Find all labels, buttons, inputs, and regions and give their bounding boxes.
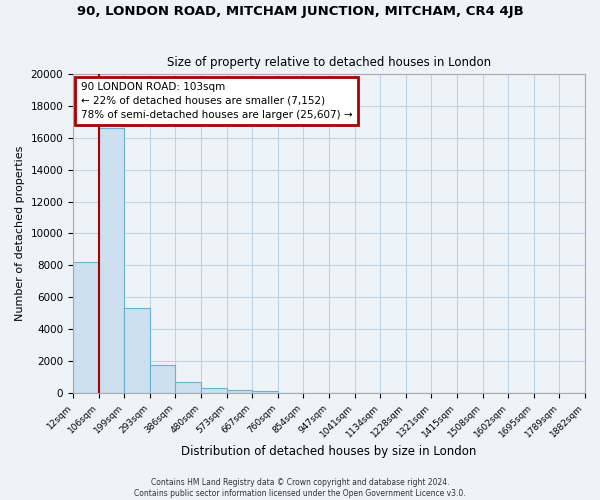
Bar [227,390,252,393]
Bar [98,128,124,393]
Bar [150,365,175,393]
Title: Size of property relative to detached houses in London: Size of property relative to detached ho… [167,56,491,68]
X-axis label: Distribution of detached houses by size in London: Distribution of detached houses by size … [181,444,477,458]
Y-axis label: Number of detached properties: Number of detached properties [15,146,25,321]
Text: 90, LONDON ROAD, MITCHAM JUNCTION, MITCHAM, CR4 4JB: 90, LONDON ROAD, MITCHAM JUNCTION, MITCH… [77,5,523,18]
Bar [73,262,98,393]
Bar [124,308,150,393]
Text: Contains HM Land Registry data © Crown copyright and database right 2024.
Contai: Contains HM Land Registry data © Crown c… [134,478,466,498]
Bar [252,392,278,393]
Bar [201,388,227,393]
Bar [175,382,201,393]
Text: 90 LONDON ROAD: 103sqm
← 22% of detached houses are smaller (7,152)
78% of semi-: 90 LONDON ROAD: 103sqm ← 22% of detached… [81,82,352,120]
